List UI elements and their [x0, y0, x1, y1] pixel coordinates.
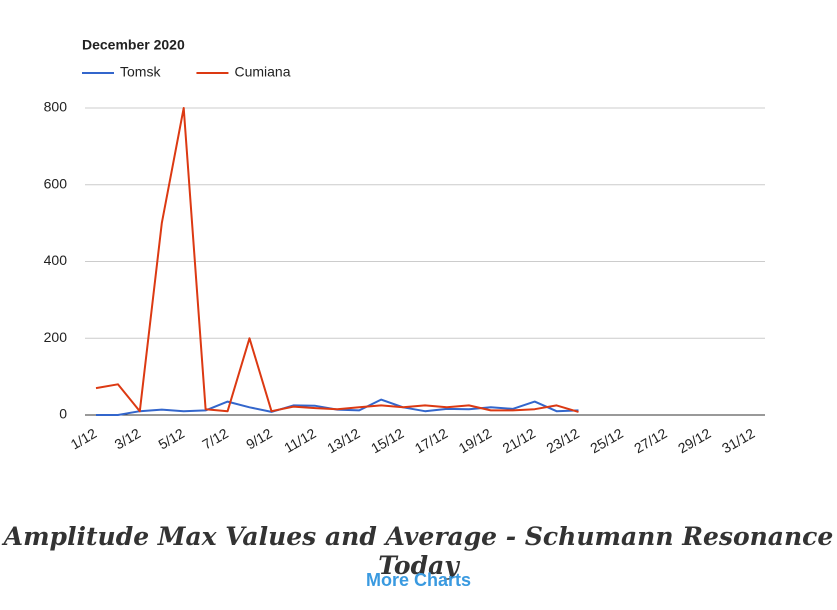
x-tick-label: 27/12 [631, 425, 670, 456]
link-wrap: More Charts [0, 570, 837, 591]
series-line [96, 398, 579, 416]
y-tick-label: 400 [44, 252, 68, 268]
chart: December 2020 0 200 400 600 800 1/12 3/12 5/12 7… [44, 37, 765, 456]
y-tick-label: 800 [44, 99, 68, 115]
y-tick-label: 200 [44, 329, 68, 345]
x-tick-label: 31/12 [719, 425, 758, 456]
x-tick-label: 17/12 [412, 425, 451, 456]
x-tick-label: 25/12 [587, 425, 626, 456]
y-tick-label: 0 [59, 406, 67, 422]
x-tick-label: 9/12 [243, 425, 275, 453]
caption: Amplitude Max Values and Average - Schum… [3, 522, 834, 580]
more-charts-link[interactable]: More Charts [365, 570, 472, 590]
series-line [95, 107, 579, 413]
x-tick-label: 29/12 [675, 425, 714, 456]
chart-title: December 2020 [82, 37, 185, 53]
x-tick-label: 19/12 [456, 425, 495, 456]
x-tick-label: 11/12 [281, 425, 319, 456]
y-tick-label: 600 [44, 175, 68, 191]
x-tick-label: 21/12 [500, 425, 539, 456]
x-tick-label: 15/12 [368, 425, 407, 456]
x-tick-label: 3/12 [112, 425, 144, 453]
x-tick-label: 23/12 [544, 425, 583, 456]
legend-label: Tomsk [120, 64, 161, 80]
x-tick-label: 13/12 [324, 425, 363, 456]
legend-label: Cumiana [234, 64, 290, 80]
x-tick-label: 7/12 [199, 425, 231, 453]
x-tick-label: 1/12 [68, 425, 100, 453]
x-tick-label: 5/12 [155, 425, 187, 453]
